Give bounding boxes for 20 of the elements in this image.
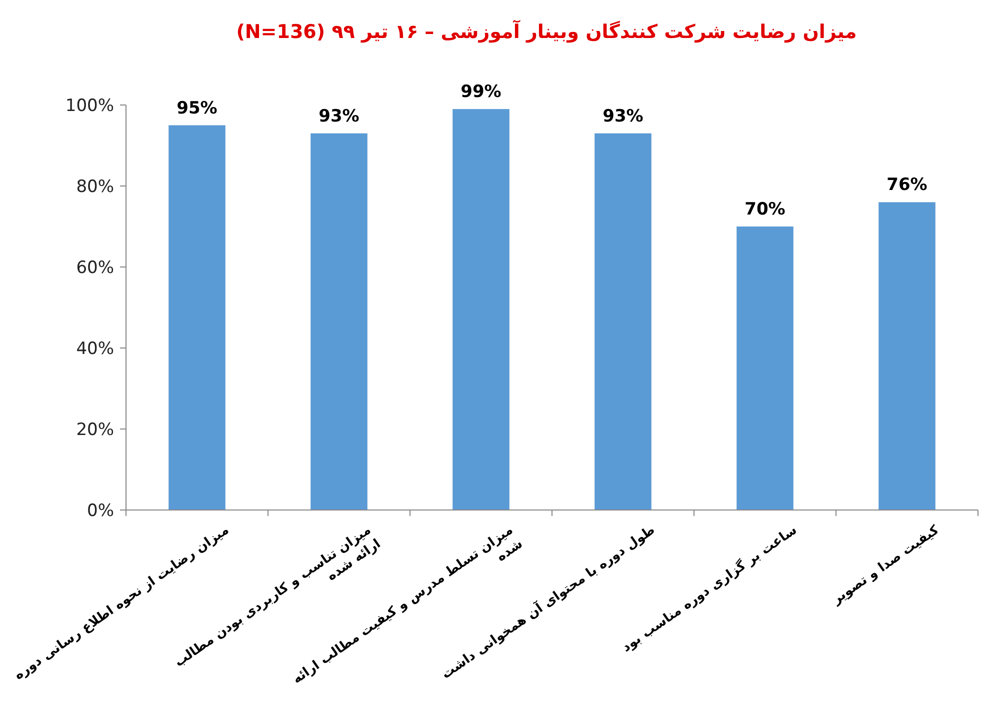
bar <box>452 109 510 510</box>
data-label: 93% <box>602 106 644 126</box>
y-tick-label: 80% <box>76 176 114 197</box>
bar <box>168 125 226 510</box>
chart-title: میزان رضایت شرکت کنندگان وبینار آموزشی – ۱۶ تیر ۹۹ (N=136) <box>236 19 857 43</box>
data-label: 76% <box>886 175 928 196</box>
data-label: 93% <box>318 106 360 126</box>
y-tick-label: 20% <box>76 420 114 440</box>
x-tick-label: کیفیت صدا و تصویر <box>829 522 942 608</box>
data-label: 95% <box>176 98 218 118</box>
bar <box>878 202 936 510</box>
bar <box>310 133 368 510</box>
y-tick-label: 100% <box>65 96 114 116</box>
bar <box>736 226 794 510</box>
y-tick-label: 40% <box>76 338 114 359</box>
data-label: 99% <box>460 82 502 102</box>
y-tick-label: 0% <box>87 500 114 521</box>
data-label: 70% <box>744 200 786 220</box>
bar <box>594 133 652 510</box>
y-tick-label: 60% <box>76 258 114 278</box>
